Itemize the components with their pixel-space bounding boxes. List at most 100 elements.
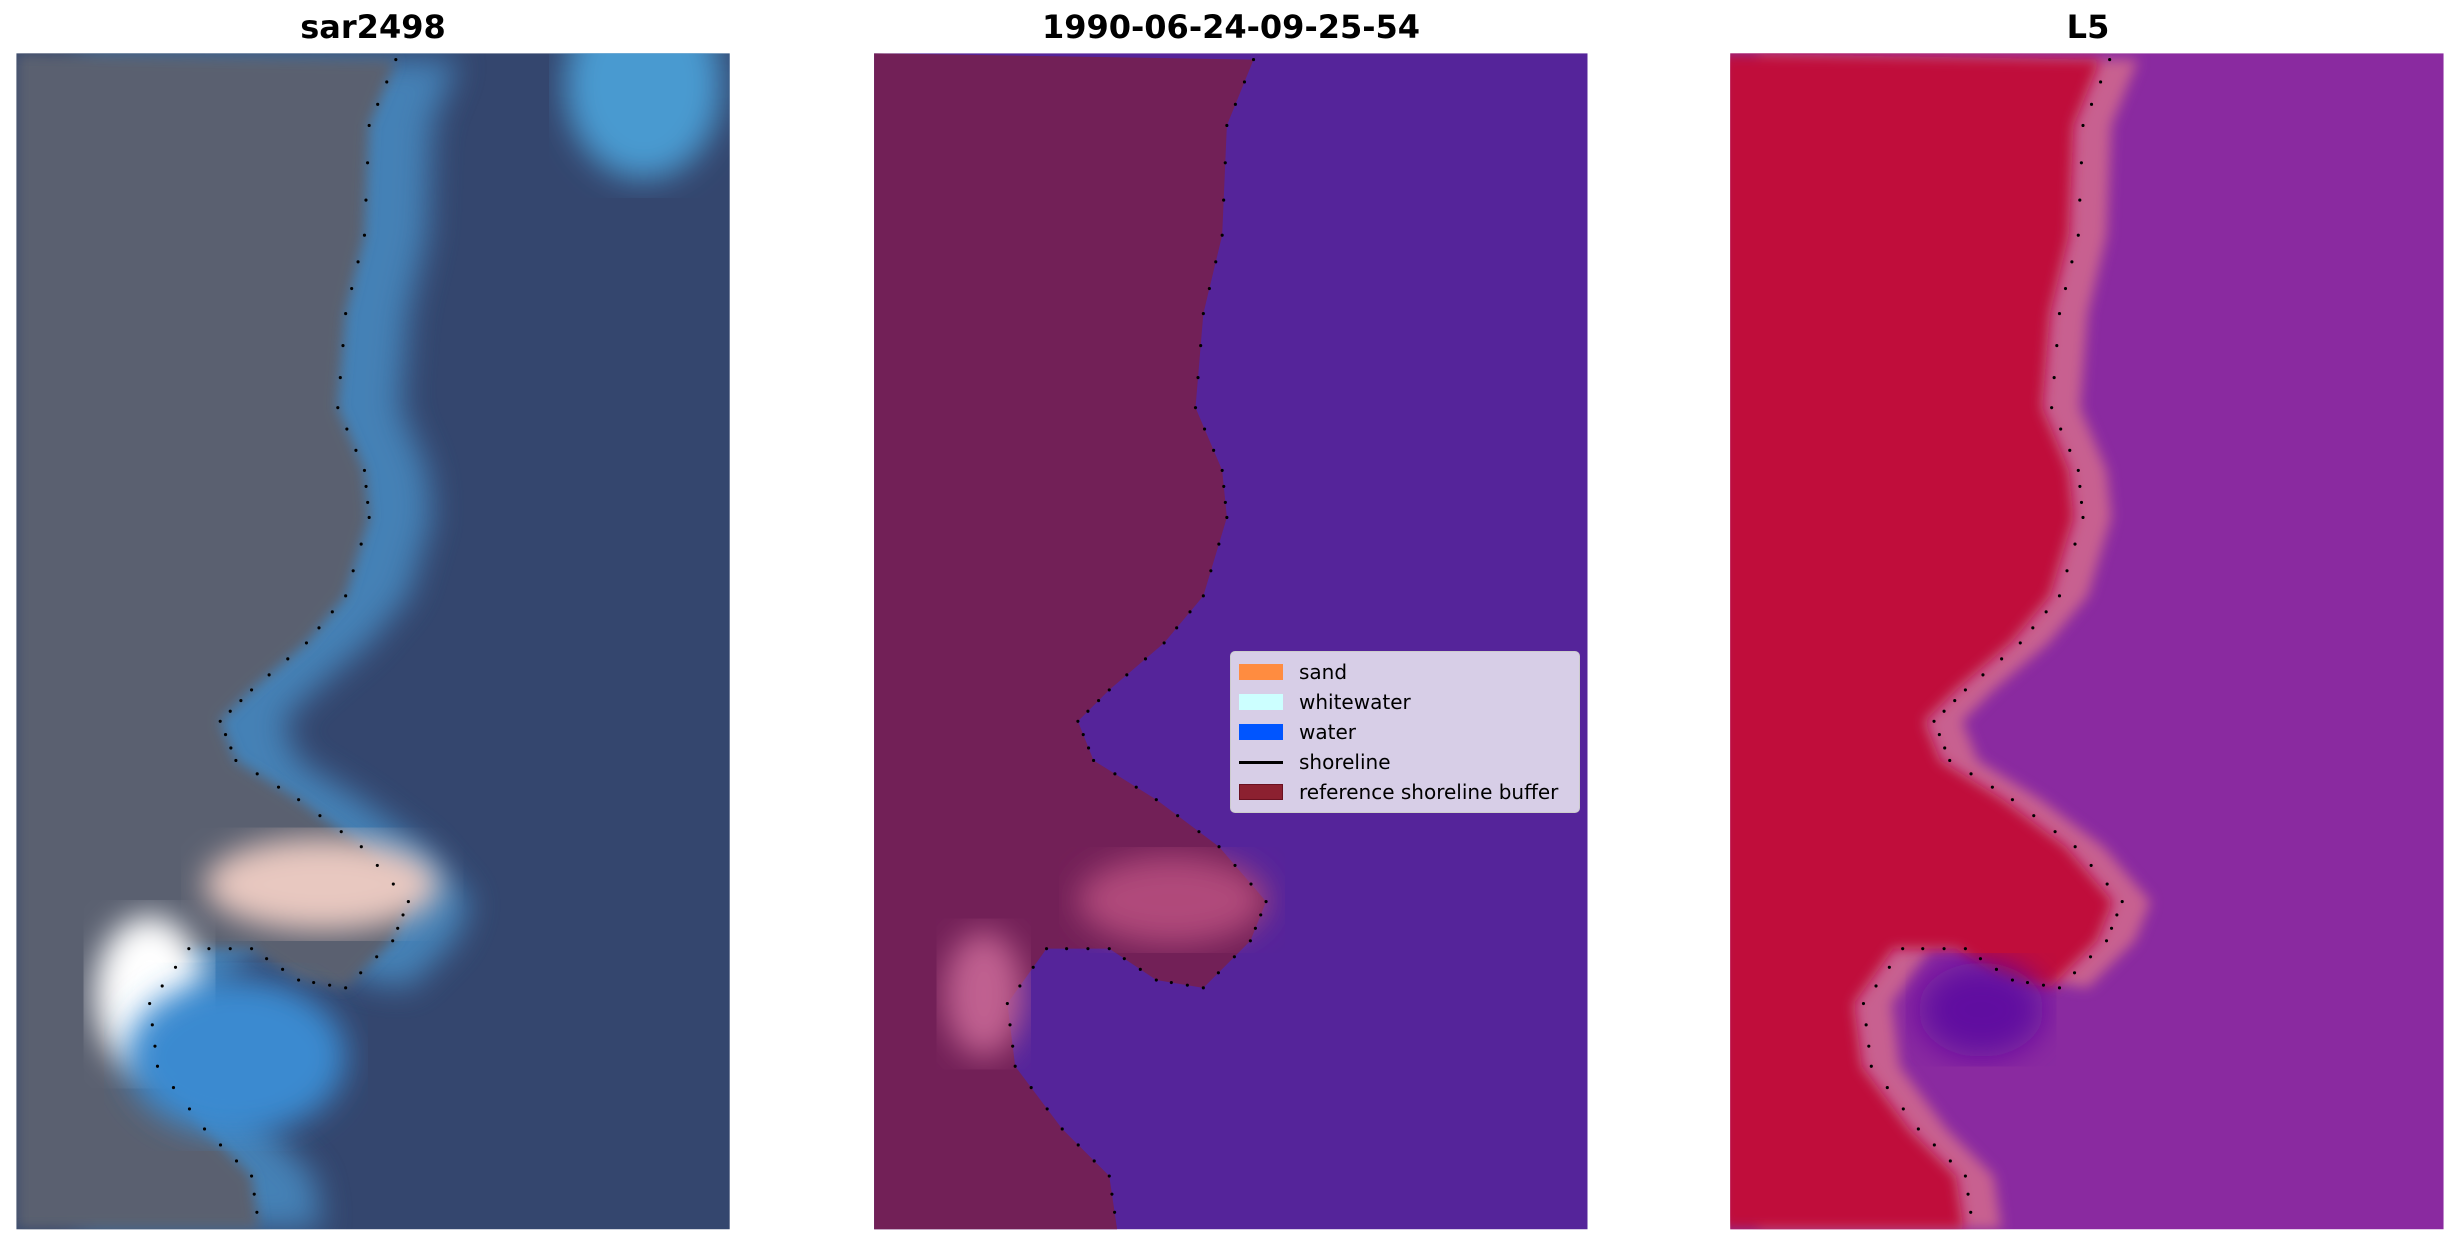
shoreline-point xyxy=(187,947,191,951)
shoreline-point xyxy=(356,260,360,264)
shoreline-point xyxy=(2079,500,2084,504)
shoreline-point xyxy=(1963,1174,1967,1178)
shoreline-point xyxy=(1107,688,1111,692)
shoreline-point xyxy=(2115,913,2119,917)
shoreline-point xyxy=(1242,80,1247,84)
shoreline-point xyxy=(1134,785,1138,789)
panel-title-date: 1990-06-24-09-25-54 xyxy=(1041,8,1421,46)
shoreline-point xyxy=(2057,312,2062,316)
image-panel-1 xyxy=(874,53,1588,1230)
shoreline-point xyxy=(286,657,290,661)
shoreline-point xyxy=(367,515,371,520)
shoreline-point xyxy=(1867,1044,1871,1048)
legend-item-whitewater: whitewater xyxy=(1239,687,1579,717)
shoreline-point xyxy=(304,641,309,645)
shoreline-point xyxy=(2088,955,2093,959)
shoreline-point xyxy=(234,758,238,763)
shoreline-point xyxy=(1185,983,1189,987)
shoreline-point xyxy=(1869,1064,1873,1068)
legend-label: shoreline xyxy=(1299,750,1391,774)
shoreline-point xyxy=(2050,406,2054,410)
shoreline-point xyxy=(2018,641,2022,645)
shoreline-point xyxy=(2010,798,2015,802)
land-region xyxy=(1730,53,2113,1230)
shoreline-point xyxy=(1222,198,1226,202)
shoreline-point xyxy=(351,569,355,573)
shoreline-point xyxy=(1942,947,1946,951)
shoreline-point xyxy=(1969,772,1973,776)
shoreline-point xyxy=(1249,882,1253,886)
sand-patch xyxy=(1077,856,1267,944)
shoreline-point xyxy=(1207,286,1211,291)
shoreline-point xyxy=(255,772,259,776)
shoreline-point xyxy=(1143,657,1148,661)
shoreline-point xyxy=(2105,882,2109,886)
shoreline-point xyxy=(249,947,254,951)
shoreline-point xyxy=(2079,161,2083,165)
shoreline-point xyxy=(2089,863,2093,867)
shoreline-point xyxy=(1248,939,1252,943)
shoreline-point xyxy=(2010,978,2015,982)
shoreline-point xyxy=(1963,947,1967,951)
shoreline-point xyxy=(2076,468,2080,472)
shoreline-point xyxy=(228,947,232,951)
shoreline-point xyxy=(362,233,367,237)
shoreline-point xyxy=(375,863,379,867)
shoreline-point xyxy=(2055,344,2059,348)
shoreline-point xyxy=(187,1107,192,1111)
legend-label: water xyxy=(1299,720,1356,744)
sand-swatch xyxy=(1239,664,1283,680)
legend-item-sand: sand xyxy=(1239,657,1579,687)
shoreline-point xyxy=(385,80,389,84)
shoreline-point xyxy=(375,955,379,959)
shoreline-point xyxy=(1932,1143,1936,1147)
shoreline-point xyxy=(1901,1107,1905,1111)
shoreline-point xyxy=(2073,542,2077,546)
shoreline-point xyxy=(1222,484,1226,488)
shoreline-point xyxy=(155,1064,160,1068)
legend: sand whitewater water shoreline referenc… xyxy=(1230,651,1580,813)
shoreline-point xyxy=(350,286,354,291)
shoreline-point xyxy=(317,626,321,630)
shoreline-point xyxy=(1086,947,1090,951)
shoreline-point xyxy=(359,845,363,849)
shoreline-point xyxy=(1251,58,1256,62)
shoreline-point xyxy=(344,986,348,990)
shoreline-point xyxy=(1018,984,1022,988)
shoreline-point xyxy=(312,980,316,985)
shoreline-point xyxy=(1233,102,1237,106)
shoreline-point xyxy=(1963,688,1967,692)
shoreline-point xyxy=(336,406,340,410)
shoreline-point xyxy=(249,1174,254,1178)
shoreline-point xyxy=(1225,123,1229,128)
shoreline-point xyxy=(2089,102,2094,106)
shoreline-point xyxy=(1199,344,1203,348)
shoreline-point xyxy=(341,344,345,348)
shoreline-point xyxy=(207,947,211,951)
shoreline-point xyxy=(1932,719,1936,723)
shoreline-point xyxy=(1011,1044,1015,1048)
shoreline-point xyxy=(218,1143,223,1147)
shoreline-point xyxy=(1122,957,1126,961)
shoreline-point xyxy=(401,913,405,917)
shoreline-point xyxy=(1076,719,1080,723)
shoreline-point xyxy=(1193,406,1198,410)
shoreline-point xyxy=(1086,746,1091,750)
shoreline-point xyxy=(1044,947,1049,951)
shoreline-point xyxy=(2068,448,2072,452)
shoreline-point xyxy=(1994,967,1999,971)
shoreline-point xyxy=(359,542,363,546)
shoreline-point xyxy=(2072,971,2077,975)
shoreline-point xyxy=(1154,798,1158,802)
shoreline-point xyxy=(1223,161,1227,165)
shoreline-point xyxy=(394,58,398,62)
shoreline-point xyxy=(2078,198,2082,202)
shoreline-point xyxy=(1978,957,1983,961)
shoreline-point xyxy=(2081,123,2085,128)
shoreline-point xyxy=(1060,1127,1064,1131)
shoreline-point xyxy=(1013,1064,1017,1068)
shoreline-point xyxy=(1176,814,1180,818)
shoreline-point xyxy=(1196,376,1200,380)
shoreline-point xyxy=(2065,569,2069,573)
shoreline-point xyxy=(239,699,243,703)
